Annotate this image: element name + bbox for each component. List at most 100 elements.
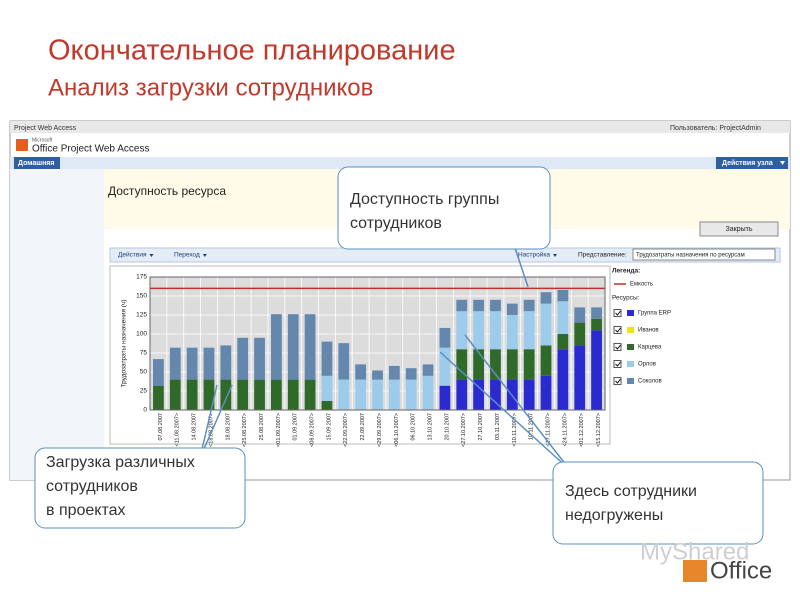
view-value[interactable]: Трудозатраты назначения по ресурсам — [636, 253, 745, 259]
checkbox[interactable] — [613, 360, 622, 368]
dropdown-arrow — [780, 161, 785, 165]
bar-segment — [439, 347, 451, 386]
legend-swatch — [627, 344, 634, 350]
bar-segment — [456, 379, 468, 410]
bar-segment — [456, 349, 468, 380]
bar-segment — [304, 379, 316, 410]
bar-segment — [591, 330, 602, 410]
app-bar — [10, 121, 790, 133]
dropdown-arrow — [202, 254, 207, 257]
x-tick-label: 10.11.2007 — [529, 413, 535, 440]
close-button-label[interactable]: Закрыть — [726, 226, 753, 233]
bar-segment — [186, 379, 198, 410]
legend-swatch — [627, 361, 634, 367]
app-name: Project Web Access — [14, 125, 77, 132]
checkbox[interactable] — [613, 326, 622, 334]
close-button[interactable] — [699, 221, 779, 237]
y-tick-label: 150 — [136, 293, 147, 300]
bar-segment — [540, 345, 552, 376]
bar-segment — [557, 301, 569, 334]
plot-border — [149, 276, 606, 411]
toolbar-item[interactable]: Действия — [118, 251, 147, 259]
bar-segment — [523, 299, 535, 312]
bar-segment — [270, 314, 282, 380]
callout-text: Здесь сотрудники недогружены — [565, 483, 697, 524]
x-tick-label: 27.10.2007 — [478, 413, 484, 441]
bar-segment — [338, 379, 350, 410]
user[interactable]: Пользователь: ProjectAdmin — [670, 125, 761, 132]
bar-segment — [523, 349, 535, 380]
bar-segment — [456, 311, 468, 350]
callout-arrow — [464, 334, 571, 471]
bar-segment — [372, 370, 383, 380]
checkbox[interactable] — [613, 309, 622, 317]
bar-segment — [237, 379, 249, 410]
bar-segment — [186, 347, 198, 380]
callout-box — [34, 447, 246, 529]
bar-segment — [321, 341, 333, 376]
legend-swatch — [627, 327, 634, 333]
x-tick-label: <01.12.2007> — [579, 413, 585, 447]
legend-swatch — [627, 378, 634, 384]
x-tick-label: 13.10.2007 — [428, 413, 434, 441]
toolbar-item[interactable]: Переход — [174, 252, 200, 259]
bar-segment — [254, 337, 265, 380]
bar-segment — [490, 379, 501, 410]
legend-label: Емкость — [630, 282, 653, 288]
bar-segment — [237, 337, 249, 380]
bar-segment — [456, 299, 468, 312]
logo: Office Project Web Access — [32, 144, 149, 155]
view-select[interactable] — [632, 248, 776, 261]
bar-segment — [540, 375, 552, 410]
checkmark — [615, 310, 621, 316]
x-tick-label: 15.09.2007 — [326, 413, 332, 441]
site-actions-label[interactable]: Действия узла — [722, 159, 773, 167]
bar-segment — [254, 379, 265, 410]
bar-segment — [557, 334, 569, 350]
bar-segment — [388, 379, 400, 410]
resources-title: Ресурсы: — [612, 295, 640, 302]
bar-segment — [591, 307, 602, 319]
nav-bar — [10, 157, 790, 169]
checkmark — [615, 327, 621, 333]
bar-segment — [270, 379, 282, 410]
x-tick-label: <17.11.2007> — [545, 413, 551, 447]
x-tick-label: <29.09.2007> — [377, 413, 383, 447]
checkmark — [615, 378, 621, 384]
toolbar-item[interactable]: Настройка — [518, 251, 550, 259]
slide-title: Окончательное планирование — [48, 35, 456, 67]
bar-segment — [321, 375, 333, 401]
y-tick-label: 50 — [140, 369, 148, 376]
x-tick-label: <10.11.2007> — [512, 413, 518, 447]
checkbox[interactable] — [613, 343, 622, 351]
checkmark — [615, 361, 621, 367]
callout-box — [552, 461, 764, 545]
y-tick-label: 100 — [136, 331, 147, 338]
x-tick-label: <08.09.2007> — [310, 413, 316, 447]
watermark: Office — [710, 557, 772, 584]
x-tick-label: <27.10.2007> — [461, 413, 467, 447]
bar-segment — [490, 311, 501, 350]
slide-subtitle: Анализ загрузки сотрудников — [48, 74, 373, 101]
bar-segment — [287, 314, 299, 380]
bar-segment — [388, 365, 400, 380]
bar-segment — [439, 327, 451, 348]
site-actions[interactable] — [716, 157, 788, 169]
bar-segment — [169, 379, 181, 410]
bar-segment — [355, 364, 367, 380]
home-tab-label[interactable]: Домашняя — [18, 160, 54, 167]
bar-segment — [220, 379, 232, 410]
x-tick-label: <06.10.2007> — [394, 413, 400, 447]
home-tab[interactable] — [14, 157, 60, 169]
bar-segment — [405, 379, 417, 410]
x-tick-label: 14.08.2007 — [192, 413, 198, 441]
bar-segment — [372, 379, 383, 410]
callout-arrow — [199, 384, 233, 459]
bar-segment — [169, 347, 181, 380]
y-axis-label: Трудозатраты назначения (ч) — [121, 300, 128, 388]
checkbox[interactable] — [613, 377, 622, 385]
bar-segment — [523, 311, 535, 350]
bar-segment — [422, 364, 434, 376]
x-tick-label: 20.10.2007 — [444, 413, 450, 441]
bar-segment — [473, 379, 485, 410]
